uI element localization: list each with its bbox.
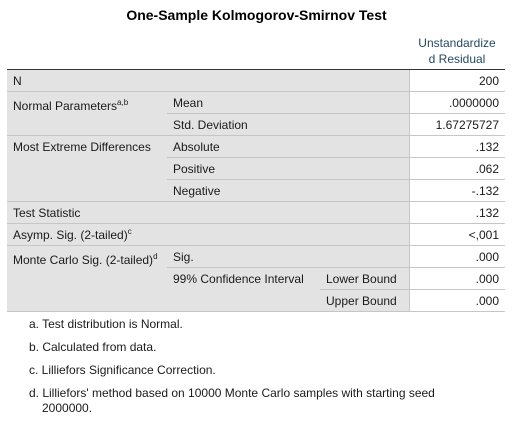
row-label: Most Extreme Differences xyxy=(7,135,167,202)
footnote: d. Lilliefors' method based on 10000 Mon… xyxy=(29,386,435,415)
cell-value: .000 xyxy=(408,245,505,268)
cell-value: <,001 xyxy=(408,223,505,246)
cell-value: .0000000 xyxy=(408,91,505,114)
row-label: N xyxy=(7,69,409,92)
row-label: Sig. xyxy=(167,245,409,268)
footnote-ref: c xyxy=(127,227,132,236)
row-label: Normal Parameters xyxy=(13,99,118,113)
row-label: Std. Deviation xyxy=(167,113,409,136)
footnote: a. Test distribution is Normal. xyxy=(29,317,183,331)
row-label: Absolute xyxy=(167,135,409,158)
cell-value: 200 xyxy=(408,69,505,92)
footnote: c. Lilliefors Significance Correction. xyxy=(29,363,216,377)
footnote: b. Calculated from data. xyxy=(29,340,157,354)
row-label: Positive xyxy=(167,157,409,180)
row-label: Mean xyxy=(167,91,409,114)
footnotes: a. Test distribution is Normal. b. Calcul… xyxy=(29,317,469,423)
cell-value: .000 xyxy=(408,289,505,312)
row-label: Upper Bound xyxy=(320,289,409,312)
row-label: Monte Carlo Sig. (2-tailed) xyxy=(13,253,154,267)
row-label: Lower Bound xyxy=(320,267,409,290)
footnote-ref: a,b xyxy=(117,98,129,107)
row-label: Asymp. Sig. (2-tailed) xyxy=(13,228,128,242)
cell-value: .062 xyxy=(408,157,505,180)
table-title: One-Sample Kolmogorov-Smirnov Test xyxy=(126,7,387,23)
row-label: Test Statistic xyxy=(7,201,409,224)
row-label: 99% Confidence Interval xyxy=(167,267,320,312)
column-header: Unstandardized Residual xyxy=(409,30,505,70)
ks-table: Unstandardized Residual N 200 Normal Para… xyxy=(7,30,505,312)
cell-value: .000 xyxy=(408,267,505,290)
cell-value: 1.67275727 xyxy=(408,113,505,136)
cell-value: .132 xyxy=(408,201,505,224)
row-label: Negative xyxy=(167,179,409,202)
cell-value: -.132 xyxy=(408,179,505,202)
cell-value: .132 xyxy=(408,135,505,158)
footnote-ref: d xyxy=(153,252,158,261)
